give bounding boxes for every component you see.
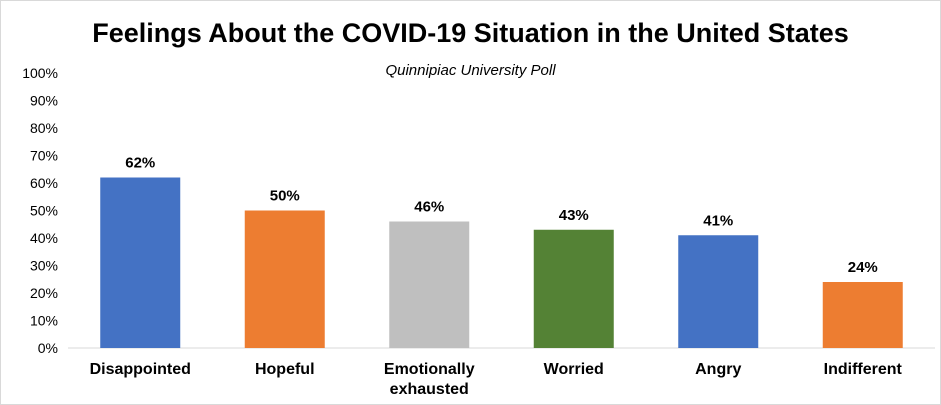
x-tick-label: Hopeful [255, 361, 315, 378]
y-tick-label: 90% [30, 93, 58, 109]
chart-subtitle: Quinnipiac University Poll [385, 62, 556, 79]
data-label: 50% [270, 188, 300, 205]
bar [678, 235, 759, 348]
y-tick-label: 30% [30, 258, 58, 274]
y-tick-label: 50% [30, 203, 58, 219]
y-tick-label: 10% [30, 313, 58, 329]
bar [389, 221, 470, 348]
y-tick-label: 100% [22, 65, 58, 81]
bar [244, 210, 325, 348]
y-tick-label: 40% [30, 230, 58, 246]
y-tick-label: 60% [30, 175, 58, 191]
data-label: 46% [414, 199, 444, 216]
y-tick-label: 80% [30, 120, 58, 136]
x-tick-label: Angry [695, 361, 741, 378]
x-tick-label: Worried [544, 361, 604, 378]
data-label: 62% [125, 155, 155, 172]
data-label: 41% [703, 212, 733, 229]
bar [100, 177, 181, 348]
chart-title: Feelings About the COVID-19 Situation in… [92, 18, 849, 48]
bar [822, 282, 903, 348]
y-tick-label: 0% [38, 340, 58, 356]
bar [533, 229, 614, 348]
data-label: 43% [559, 207, 589, 224]
x-tick-label: Emotionally [384, 361, 475, 378]
y-tick-label: 20% [30, 285, 58, 301]
data-label: 24% [848, 259, 878, 276]
x-tick-label: Disappointed [90, 361, 191, 378]
y-tick-label: 70% [30, 148, 58, 164]
x-tick-label: Indifferent [824, 361, 903, 378]
x-tick-label: exhausted [390, 381, 469, 398]
